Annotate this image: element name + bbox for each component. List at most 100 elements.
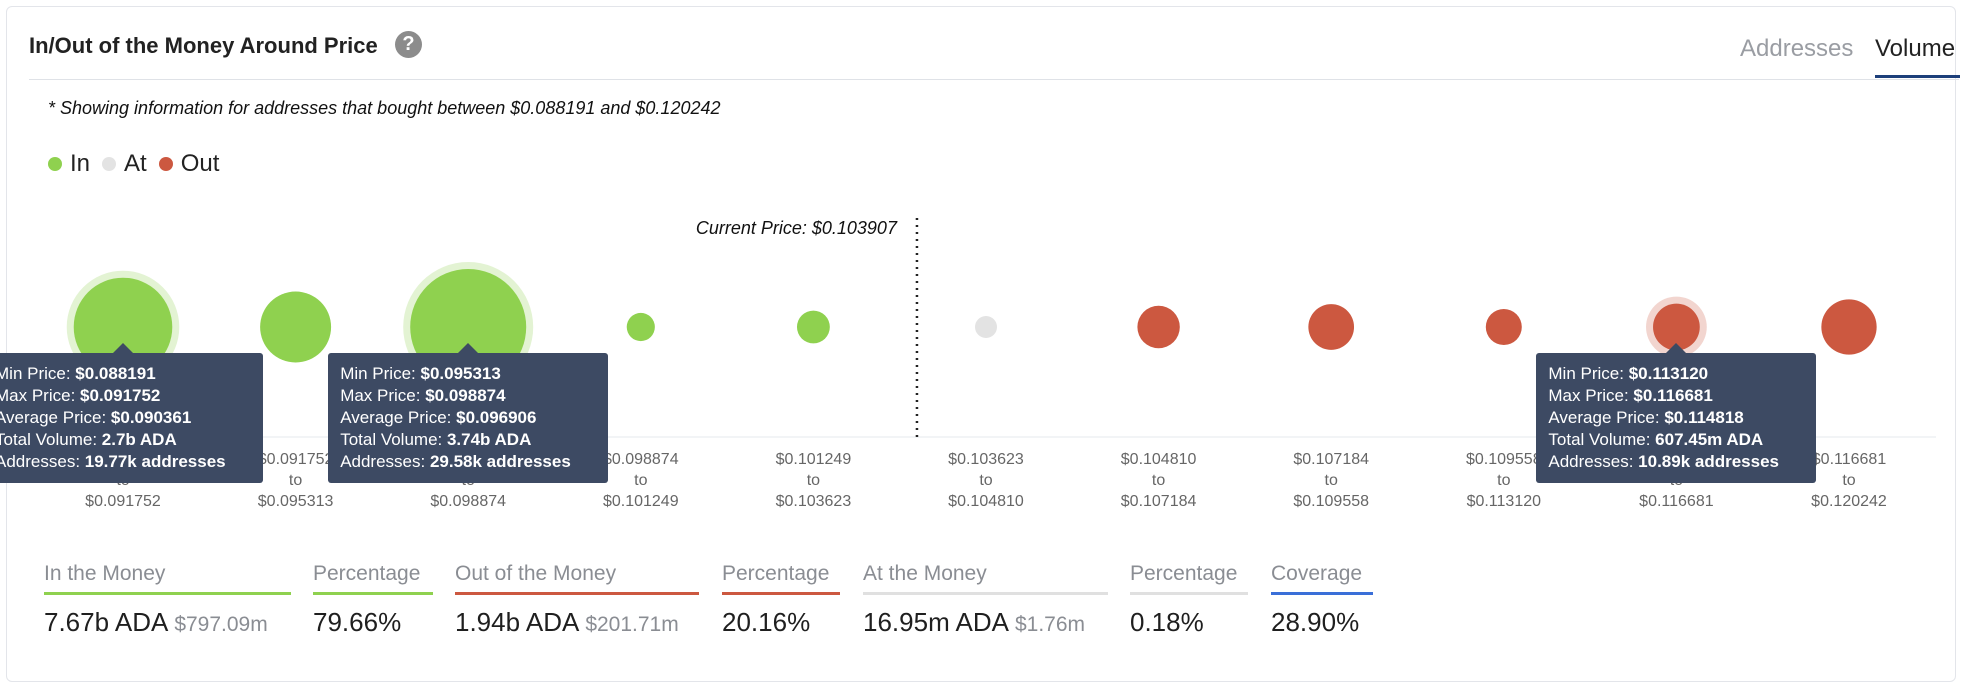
tooltip-row-label: Average Price: — [1548, 408, 1665, 427]
bubble-in-4[interactable] — [796, 310, 830, 344]
tooltip-row-value: 19.77k addresses — [84, 452, 226, 471]
tooltip-row-value: 3.74b ADA — [446, 430, 532, 449]
tooltip-row-value: $0.116681 — [1633, 386, 1713, 405]
bubble-out-8[interactable] — [1485, 309, 1522, 345]
range-label-7-2: $0.109558 — [1293, 493, 1369, 510]
tooltip-row: Average Price: $0.114818 — [1548, 407, 1804, 429]
tooltip-row: Addresses: 19.77k addresses — [0, 451, 251, 473]
tooltip-row-value: 29.58k addresses — [429, 452, 571, 471]
bubble-in-1[interactable] — [260, 291, 332, 363]
tooltip-row: Total Volume: 2.7b ADA — [0, 429, 251, 451]
summary-label: Coverage — [1271, 562, 1373, 595]
range-label-3-1: to — [634, 472, 647, 489]
tooltip-row-label: Total Volume: — [340, 430, 447, 449]
tooltip-row-label: Min Price: — [340, 364, 421, 383]
tooltip-row-value: $0.113120 — [1628, 364, 1709, 383]
tooltip-row: Max Price: $0.091752 — [0, 385, 251, 407]
tab-volume[interactable]: Volume — [1875, 35, 1956, 62]
tooltip-row: Min Price: $0.113120 — [1548, 363, 1804, 385]
tooltip-row-value: 2.7b ADA — [101, 430, 177, 449]
range-label-6-0: $0.104810 — [1121, 451, 1197, 468]
tooltip-bucket-2: Min Price: $0.095313 Max Price: $0.098874… — [328, 343, 609, 483]
range-label-3-2: $0.101249 — [603, 493, 679, 510]
legend-in-dot — [48, 157, 62, 171]
summary-value: 0.18% — [1130, 607, 1248, 638]
range-label-4-1: to — [807, 472, 820, 489]
summary-value: 79.66% — [313, 607, 433, 638]
range-label-3-0: $0.098874 — [603, 451, 679, 468]
summary-main-value: 20.16% — [722, 607, 811, 637]
tooltip-row: Total Volume: 3.74b ADA — [340, 429, 596, 451]
legend-at-dot — [102, 157, 117, 171]
range-label-6-1: to — [1152, 472, 1165, 489]
summary-col-6: Coverage 28.90% — [1271, 562, 1373, 638]
bubble-out-9[interactable] — [1653, 303, 1700, 351]
tooltip-row-label: Total Volume: — [1548, 430, 1656, 449]
summary-main-value: 0.18% — [1130, 607, 1204, 637]
bubble-out-7[interactable] — [1308, 304, 1355, 350]
tooltip-row: Min Price: $0.095313 — [340, 363, 596, 385]
summary-col-3: Percentage 20.16% — [722, 562, 840, 638]
tooltip-row-value: $0.088191 — [75, 364, 156, 383]
current-price-label: Current Price: $0.103907 — [696, 218, 898, 238]
summary-value: 7.67b ADA $797.09m — [44, 607, 291, 638]
summary-main-value: 79.66% — [313, 607, 402, 637]
range-label-8-2: $0.113120 — [1467, 493, 1542, 510]
summary-col-4: At the Money 16.95m ADA $1.76m — [863, 562, 1108, 638]
summary-label: Percentage — [1130, 562, 1248, 595]
tooltip-row: Addresses: 29.58k addresses — [340, 451, 596, 473]
tooltip-row-label: Addresses: — [0, 452, 85, 471]
tooltip-bucket-9: Min Price: $0.113120 Max Price: $0.116681… — [1536, 343, 1817, 483]
tooltip-bucket-0: Min Price: $0.088191 Max Price: $0.091752… — [0, 343, 263, 483]
legend-item-in[interactable]: In — [48, 150, 90, 178]
bubble-in-3[interactable] — [626, 312, 655, 342]
tooltip-row-value: $0.091752 — [80, 386, 161, 405]
tooltip-row-value: $0.090361 — [110, 408, 192, 427]
range-label-1-1: to — [289, 472, 302, 489]
tooltip-row-label: Total Volume: — [0, 430, 102, 449]
bubble-at-5[interactable] — [975, 316, 997, 338]
legend-in-label: In — [70, 150, 91, 177]
tooltip-row: Total Volume: 607.45m ADA — [1548, 429, 1804, 451]
tooltip-row: Max Price: $0.116681 — [1548, 385, 1804, 407]
legend-at-label: At — [124, 150, 147, 177]
legend: In At Out — [48, 150, 231, 178]
range-label-9-2: $0.116681 — [1639, 493, 1714, 510]
header-divider — [29, 79, 1959, 80]
tab-addresses[interactable]: Addresses — [1740, 35, 1854, 62]
legend-item-out[interactable]: Out — [158, 150, 219, 178]
range-label-10-0: $0.116681 — [1812, 451, 1887, 468]
summary-main-value: 7.67b ADA — [44, 607, 169, 637]
range-label-1-0: $0.091752 — [258, 451, 334, 468]
summary-main-value: 28.90% — [1271, 607, 1360, 637]
tooltip-row-value: 10.89k addresses — [1638, 452, 1779, 471]
summary-label: Out of the Money — [455, 562, 699, 595]
range-label-1-2: $0.095313 — [258, 493, 334, 510]
summary-usd-value: $797.09m — [174, 613, 268, 636]
tooltip-row: Average Price: $0.096906 — [340, 407, 596, 429]
tooltip-row-label: Max Price: — [1548, 386, 1634, 405]
bubble-in-0[interactable] — [73, 277, 173, 377]
legend-out-dot — [158, 157, 173, 171]
tooltip-row: Min Price: $0.088191 — [0, 363, 251, 385]
bubble-out-6[interactable] — [1137, 305, 1180, 349]
range-label-4-0: $0.101249 — [776, 451, 852, 468]
summary-value: 16.95m ADA $1.76m — [863, 607, 1108, 638]
tooltip-row-value: 607.45m ADA — [1655, 430, 1764, 449]
range-note: * Showing information for addresses that… — [48, 98, 721, 118]
range-label-8-1: to — [1497, 472, 1510, 489]
tooltip-row-value: $0.098874 — [425, 386, 506, 405]
range-label-2-2: $0.098874 — [430, 493, 506, 510]
bubble-out-10[interactable] — [1821, 299, 1877, 355]
tooltip-row-label: Average Price: — [340, 408, 457, 427]
tooltip-row-label: Addresses: — [340, 452, 430, 471]
tooltip-row-label: Addresses: — [1548, 452, 1639, 471]
tooltip-row-label: Min Price: — [1548, 364, 1629, 383]
help-icon[interactable]: ? — [395, 31, 422, 58]
legend-item-at[interactable]: At — [102, 150, 147, 178]
tooltip-row: Max Price: $0.098874 — [340, 385, 596, 407]
summary-col-2: Out of the Money 1.94b ADA $201.71m — [455, 562, 699, 638]
range-label-4-2: $0.103623 — [776, 493, 852, 510]
range-label-10-2: $0.120242 — [1811, 493, 1887, 510]
summary-label: At the Money — [863, 562, 1108, 595]
